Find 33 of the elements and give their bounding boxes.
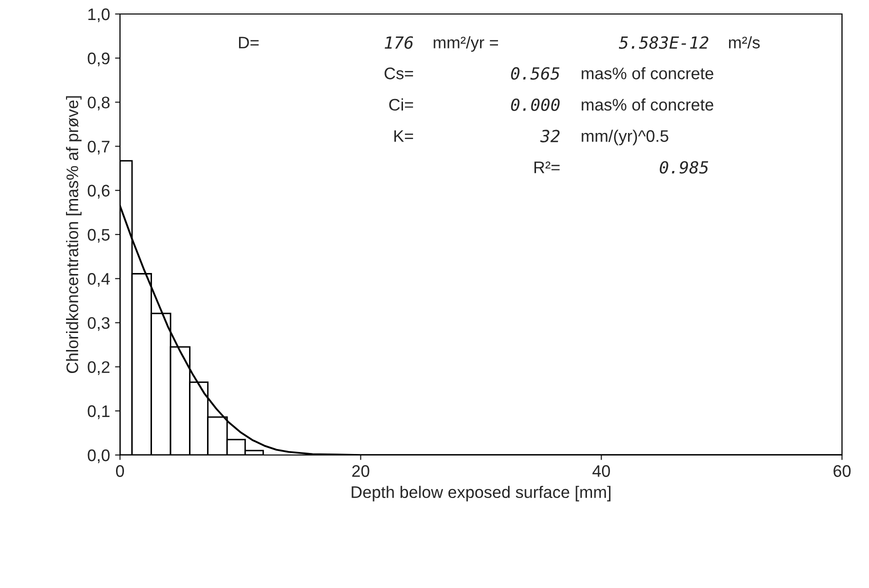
y-tick-label: 0,8: [88, 96, 110, 110]
annotation: K=: [394, 130, 414, 142]
y-tick-label: 0,9: [88, 52, 110, 66]
x-tick-label: 0: [116, 465, 124, 477]
y-tick-label: 0,7: [88, 140, 110, 154]
annotation: mas% of concrete: [582, 98, 714, 111]
annotation: 0.000: [511, 98, 560, 112]
annotation: 32: [540, 130, 560, 142]
annotation: mm/(yr)^0.5: [582, 130, 668, 146]
annotation: 5.583E-12: [618, 36, 708, 49]
annotation: D=: [239, 36, 259, 48]
y-tick-label: 0,2: [88, 361, 110, 375]
annotation: mm²/yr =: [434, 36, 498, 52]
y-tick-label: 0,5: [88, 228, 110, 243]
y-tick-label: 0,6: [88, 184, 110, 199]
annotation: Cs=: [384, 68, 414, 80]
x-tick-label: 20: [352, 465, 370, 477]
annotation: mas% of concrete: [582, 67, 714, 80]
annotation: 176: [384, 36, 413, 49]
y-tick-label: 1,0: [88, 8, 110, 22]
y-axis-title: Chloridkoncentration [mas% af prøve]: [66, 96, 82, 374]
x-axis-title: Depth below exposed surface [mm]: [352, 486, 610, 502]
x-tick-label: 40: [592, 465, 610, 477]
annotation: m²/s: [729, 36, 760, 48]
annotation: 0.985: [660, 161, 708, 174]
annotation: Ci=: [389, 98, 414, 111]
y-tick-label: 0,1: [88, 405, 110, 420]
y-tick-label: 0,3: [88, 317, 110, 331]
y-tick-label: 0,0: [88, 449, 110, 464]
annotation: 0.565: [511, 67, 560, 80]
x-tick-label: 60: [834, 465, 851, 477]
y-tick-label: 0,4: [88, 273, 110, 287]
annotation: R²=: [534, 162, 560, 174]
